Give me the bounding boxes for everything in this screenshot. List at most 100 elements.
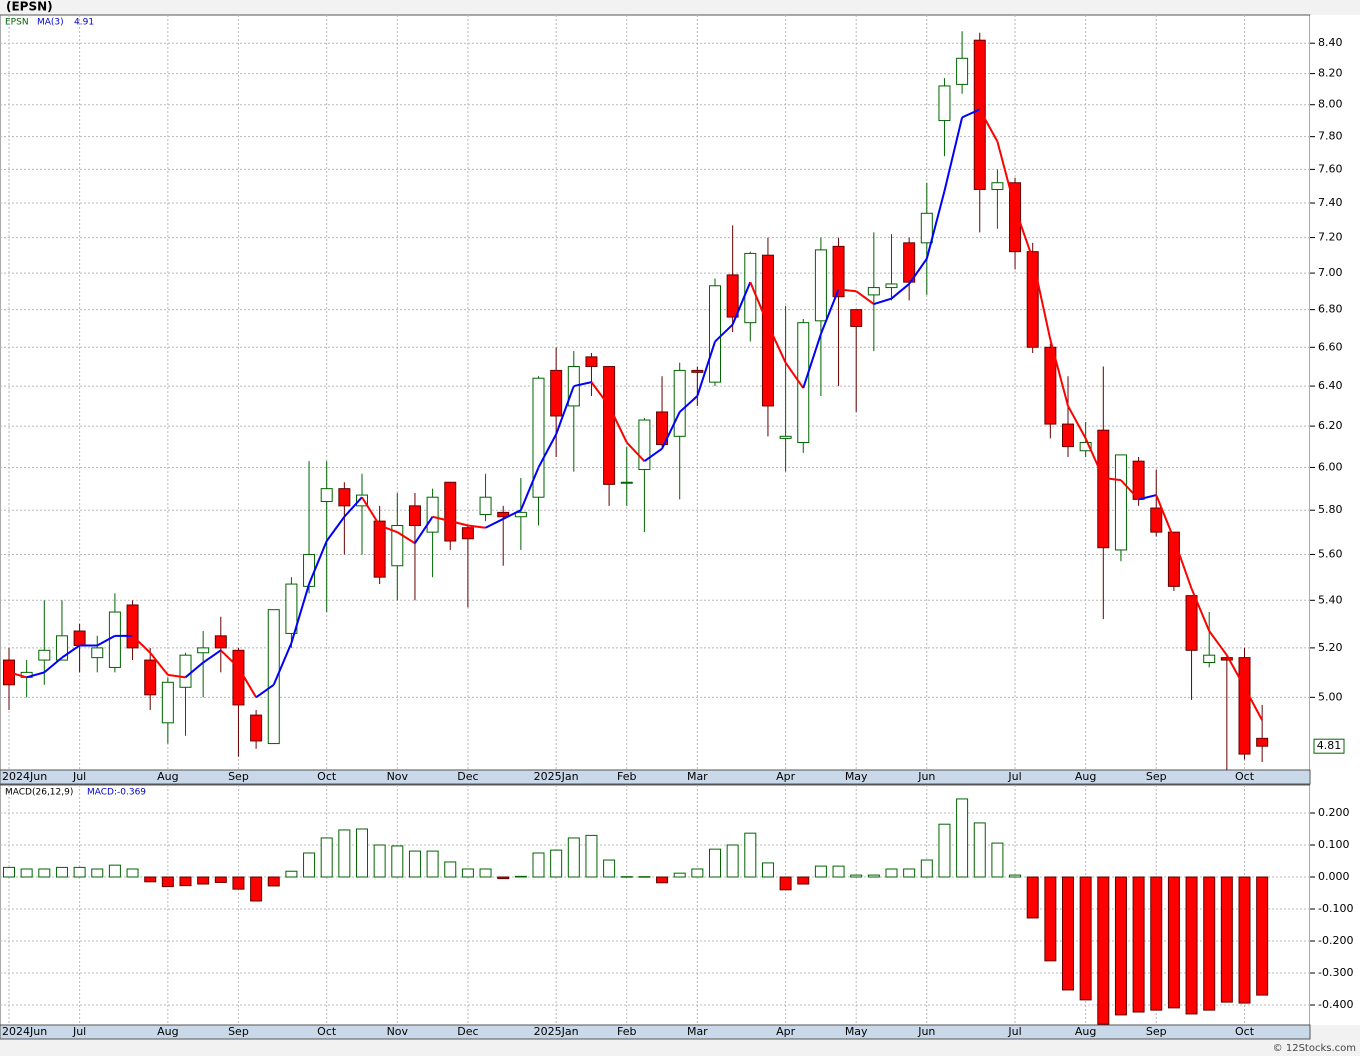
macd-bar [338,829,351,878]
macd-bar [991,842,1004,878]
x-tick-label: Aug [157,1025,178,1038]
ma-line [1049,339,1069,407]
y-tick-label: 5.40 [1318,593,1343,606]
macd-bar [1220,876,1233,1003]
macd-bar [603,859,616,878]
candle-body [108,611,121,668]
ma-line [255,683,275,699]
macd-bar [726,844,739,878]
candle-body [514,511,527,518]
macd-bar [1079,876,1092,1001]
macd-bar [744,832,757,878]
y-tick-label: 7.00 [1318,266,1343,279]
candle-body [656,411,669,446]
candle-body [673,369,686,437]
ma-line [1190,588,1211,632]
x-tick-label: Oct [1235,770,1255,783]
ma-line [819,289,840,335]
x-tick-label: Oct [1235,1025,1255,1038]
x-tick-label: Apr [776,1025,796,1038]
macd-bar [250,876,263,902]
ma-line [696,341,716,397]
x-tick-label: Oct [317,1025,337,1038]
ma-line [1031,258,1052,340]
macd-bar [55,866,68,878]
y-tick-label: 5.20 [1318,641,1343,654]
y-tick-label: 6.60 [1318,340,1343,353]
macd-bar [814,865,827,878]
x-tick-label: Jul [72,770,86,783]
candle-body [126,604,139,649]
macd-bar [144,876,157,883]
ma-line [519,467,540,511]
macd-bar [638,876,651,878]
ma-line [1103,477,1122,482]
macd-bar [1132,876,1145,1013]
macd-bar [179,876,192,887]
y-tick-label: 6.80 [1318,303,1343,316]
macd-bar [1097,876,1110,1025]
y-tick-label: 5.60 [1318,547,1343,560]
ma-line [1067,405,1087,439]
x-tick-label: 2025Jan [534,770,579,783]
candle-body [91,647,104,659]
candle-body [479,496,492,516]
candle-body [497,511,510,518]
ma-line [325,516,346,542]
candle-body [232,649,245,706]
ma-line [996,141,1017,209]
y-tick-label: 5.80 [1318,503,1343,516]
x-tick-label: Feb [617,770,636,783]
y-tick-label: 0.200 [1318,806,1350,819]
macd-bar [391,845,404,878]
last-price: 4.81 [1317,739,1342,752]
candle-body [1079,441,1092,452]
candle-body [1026,251,1039,348]
ma-line [485,518,504,529]
x-tick-label: May [845,1025,868,1038]
ma-line [26,671,45,679]
y-tick-label: 7.60 [1318,162,1343,175]
candle-body [250,714,263,742]
candle-body [1114,454,1127,551]
ma-line [96,634,116,647]
macd-bar [761,862,774,878]
candle-body [444,481,457,542]
candle-body [956,57,969,85]
macd-bar [444,861,457,878]
candle-body [638,419,651,471]
candle-body [1167,531,1180,587]
ma-line [1120,479,1140,501]
macd-bar [267,876,280,887]
macd-bar [956,798,969,878]
candle-body [814,249,827,322]
candle-body [850,309,863,327]
candle-body [73,630,86,646]
candle-body [1203,654,1216,664]
macd-bar [126,868,139,878]
x-tick-label: Aug [1075,770,1096,783]
candle-body [320,488,333,503]
macd-bar [20,868,33,878]
candle-body [373,520,386,578]
macd-bar [850,874,863,878]
candle-body [532,377,545,498]
macd-bar [214,876,227,883]
date-strip [0,1024,1311,1040]
ma-line [890,283,910,300]
ma-line [626,441,646,462]
candle-body [161,681,174,724]
ma-line [573,381,592,388]
x-tick-label: Sep [1146,770,1167,783]
ma-line [1225,654,1246,688]
macd-bar [903,868,916,878]
x-tick-label: Sep [228,1025,249,1038]
macd-bar [920,859,933,878]
ma-line [661,411,681,450]
macd-bar [620,876,633,878]
x-tick-label: Nov [387,1025,409,1038]
axis-area [1310,15,1360,1025]
x-tick-label: 2025Jan [534,1025,579,1038]
candle-body [903,242,916,283]
date-strip [0,769,1311,785]
